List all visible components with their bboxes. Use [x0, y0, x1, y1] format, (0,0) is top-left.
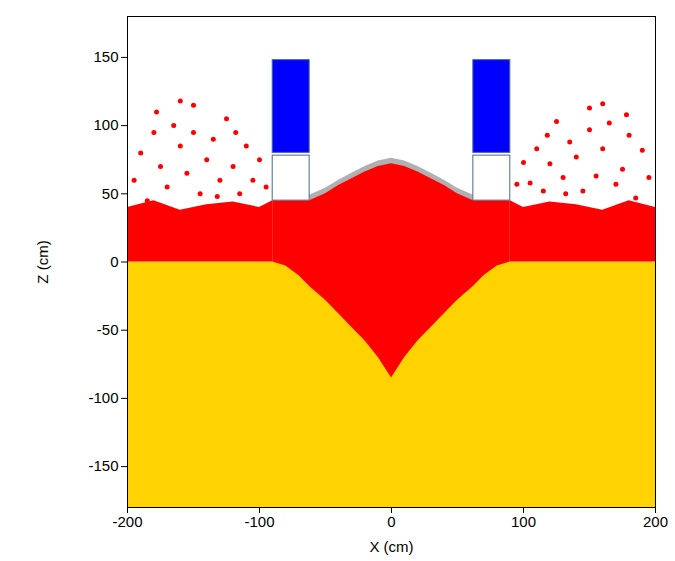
svg-text:-200: -200 [112, 513, 142, 530]
svg-text:0: 0 [110, 253, 118, 270]
svg-text:200: 200 [643, 513, 668, 530]
svg-text:50: 50 [102, 185, 119, 202]
svg-text:-100: -100 [244, 513, 274, 530]
svg-text:100: 100 [93, 116, 118, 133]
svg-text:X (cm): X (cm) [369, 538, 413, 555]
svg-text:Z (cm): Z (cm) [34, 240, 51, 283]
svg-text:150: 150 [93, 48, 118, 65]
svg-text:-150: -150 [88, 457, 118, 474]
svg-text:100: 100 [511, 513, 536, 530]
svg-text:0: 0 [387, 513, 395, 530]
svg-text:-100: -100 [88, 389, 118, 406]
svg-text:-50: -50 [97, 321, 119, 338]
